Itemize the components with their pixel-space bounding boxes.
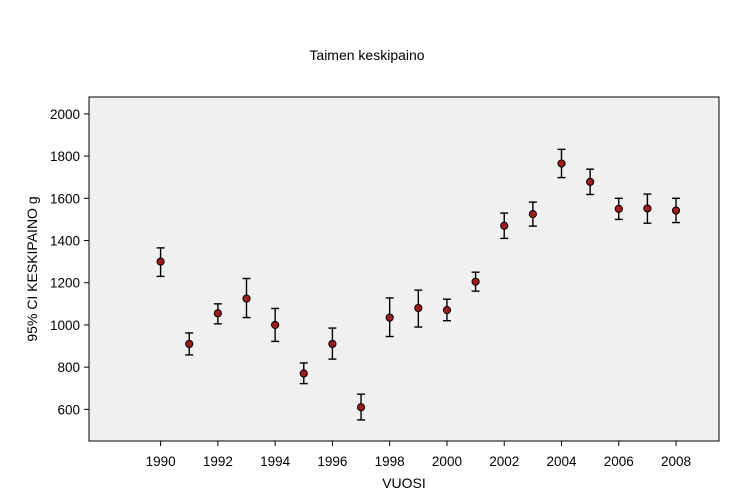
data-point <box>328 339 337 349</box>
data-point <box>271 320 280 330</box>
error-bar-point <box>671 197 681 224</box>
x-tick-label: 2000 <box>432 454 462 469</box>
data-point <box>671 206 681 215</box>
error-bar-point <box>557 148 566 179</box>
error-bar-point <box>586 168 595 196</box>
error-bar-point <box>385 297 394 338</box>
error-bar-point <box>614 197 623 221</box>
error-bar-point <box>528 201 537 227</box>
data-point <box>185 339 194 349</box>
y-axis: 600 800 1000 1200 1400 1600 1800 2000 <box>50 107 89 417</box>
x-tick-label: 1994 <box>260 454 291 469</box>
data-point <box>242 294 251 303</box>
error-bar-point <box>500 212 509 240</box>
error-bar-point <box>643 193 652 224</box>
error-bar-point <box>299 362 308 385</box>
data-point <box>442 306 452 315</box>
data-point <box>614 204 623 213</box>
x-tick-label: 1990 <box>146 454 176 469</box>
y-tick-label: 1600 <box>50 191 80 206</box>
x-tick-label: 1992 <box>203 454 233 469</box>
x-axis-title: VUOSI <box>382 475 426 491</box>
plot-area <box>88 96 720 442</box>
x-tick-label: 1996 <box>317 454 347 469</box>
chart-title: Taimen keskipaino <box>309 47 424 63</box>
data-point <box>299 369 308 378</box>
y-tick-label: 1000 <box>50 318 80 333</box>
x-axis: 1990 1992 1994 1996 1998 2000 2002 2004 2006 2008 <box>146 441 691 469</box>
data-point <box>643 204 652 213</box>
error-bar-point <box>356 393 366 421</box>
data-point <box>414 303 423 313</box>
data-marks <box>156 148 681 421</box>
y-tick-label: 1200 <box>50 276 80 291</box>
data-point <box>156 257 165 266</box>
error-bar-point <box>156 247 165 278</box>
data-point <box>213 309 222 318</box>
error-bar-point <box>213 303 222 325</box>
error-bar-point <box>271 307 280 343</box>
data-point <box>471 277 480 286</box>
error-bar-point <box>471 271 480 292</box>
x-tick-label: 2006 <box>604 454 634 469</box>
data-point <box>500 221 509 230</box>
y-axis-title: 95% CI KESKIPAINO g <box>24 196 40 341</box>
y-tick-label: 1800 <box>50 149 80 164</box>
error-bar-point <box>442 298 452 322</box>
data-point <box>385 313 394 322</box>
y-tick-label: 600 <box>57 402 80 417</box>
error-bar-point <box>185 332 194 356</box>
data-point <box>586 177 595 186</box>
x-tick-label: 2002 <box>489 454 519 469</box>
data-point <box>528 210 537 219</box>
x-tick-label: 2008 <box>661 454 691 469</box>
x-tick-label: 1998 <box>375 454 405 469</box>
data-point <box>356 403 366 412</box>
x-tick-label: 2004 <box>546 454 577 469</box>
error-bar-point <box>328 327 337 360</box>
y-tick-label: 1400 <box>50 234 80 249</box>
data-point <box>557 159 566 168</box>
y-tick-label: 800 <box>57 360 80 375</box>
error-bar-point <box>414 289 423 328</box>
y-tick-label: 2000 <box>50 107 80 122</box>
error-bar-point <box>242 277 251 319</box>
